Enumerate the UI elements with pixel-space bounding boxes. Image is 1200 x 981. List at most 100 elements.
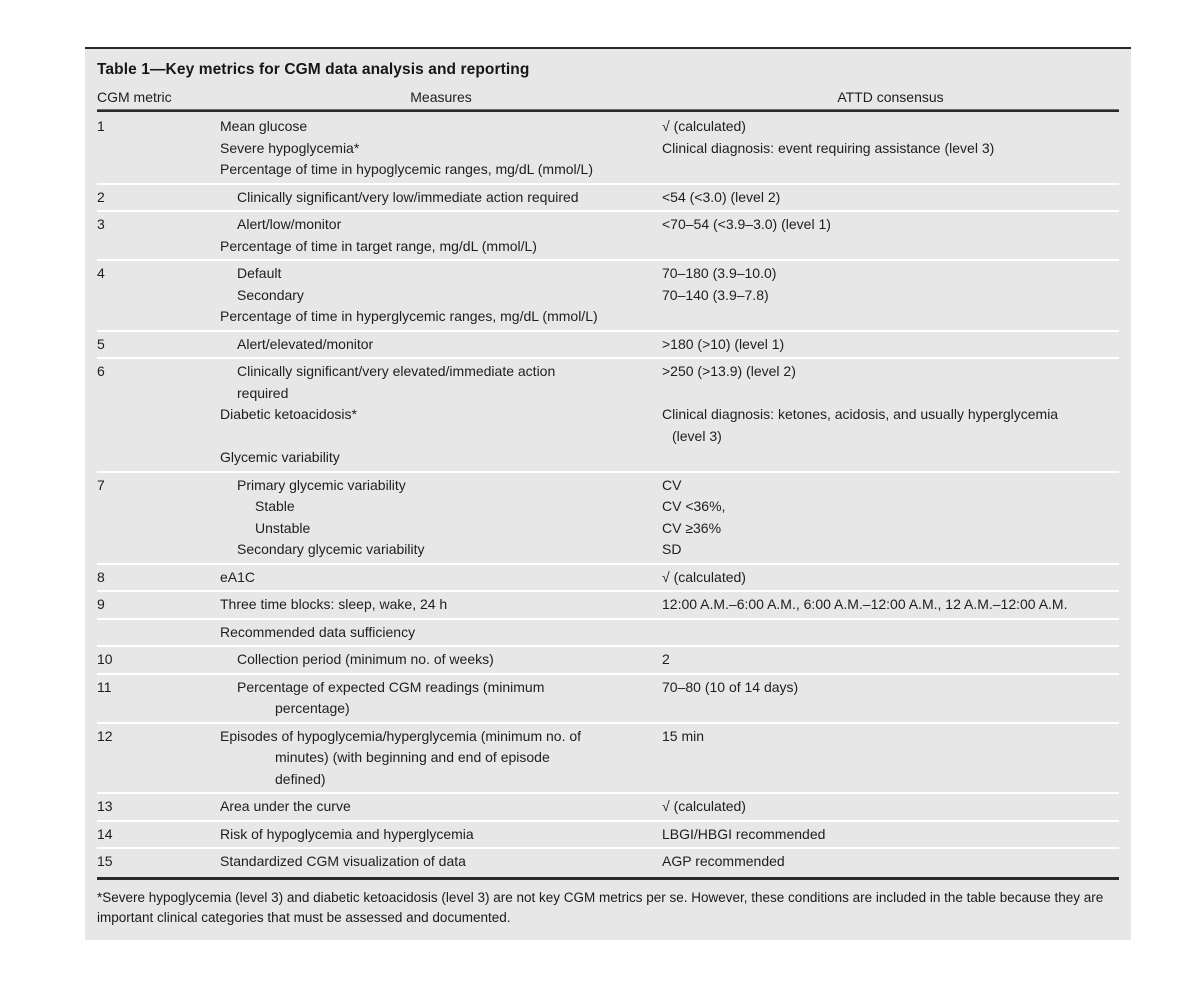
metric-number: 12 bbox=[97, 727, 113, 744]
measure-text: Stable bbox=[255, 498, 295, 514]
row-lines: Clinically significant/very elevated/imm… bbox=[220, 361, 1119, 469]
table-row: 9 Three time blocks: sleep, wake, 24 h 12:… bbox=[97, 590, 1119, 618]
row-lines: Episodes of hypoglycemia/hyperglycemia (… bbox=[220, 726, 1119, 791]
table-row: 8 eA1C √ (calculated) bbox=[97, 562, 1119, 591]
table-line: minutes) (with beginning and end of epis… bbox=[220, 747, 1119, 769]
consensus-text bbox=[662, 236, 1119, 258]
metric-number bbox=[97, 622, 220, 644]
consensus-text: √ (calculated) bbox=[662, 118, 746, 134]
table-line: Percentage of time in hyperglycemic rang… bbox=[220, 306, 1119, 328]
row-lines: Risk of hypoglycemia and hyperglycemia LB… bbox=[220, 824, 1119, 846]
consensus-text: CV bbox=[662, 476, 682, 493]
measure-text: Diabetic ketoacidosis* bbox=[220, 406, 357, 422]
table-row: 15 Standardized CGM visualization of data… bbox=[97, 847, 1119, 875]
consensus-text: >180 (>10) (level 1) bbox=[662, 335, 785, 352]
measure-text: minutes) (with beginning and end of epis… bbox=[275, 749, 550, 765]
table-row: 3 Alert/low/monitor <70–54 (<3.9–3.0) (lev… bbox=[97, 210, 1119, 259]
table-line: Secondary 70–140 (3.9–7.8) bbox=[220, 285, 1119, 307]
table-body: 1 Mean glucose √ (calculated) Severe hypogl… bbox=[97, 114, 1119, 875]
row-lines: Alert/elevated/monitor >180 (>10) (level … bbox=[220, 334, 1119, 356]
table-line: Percentage of expected CGM readings (min… bbox=[220, 677, 1119, 699]
table-line: Recommended data sufficiency bbox=[220, 622, 1119, 644]
measure-text: Three time blocks: sleep, wake, 24 h bbox=[220, 596, 448, 612]
metric-number: 13 bbox=[97, 798, 113, 814]
row-lines: Clinically significant/very low/immediat… bbox=[220, 187, 1119, 209]
consensus-text: Clinical diagnosis: event requiring assi… bbox=[662, 139, 995, 156]
table-line: Severe hypoglycemia* Clinical diagnosis: … bbox=[220, 138, 1119, 160]
row-lines: Primary glycemic variability CV Stable CV <… bbox=[220, 475, 1119, 561]
consensus-text bbox=[662, 447, 1119, 469]
row-lines: Alert/low/monitor <70–54 (<3.9–3.0) (leve… bbox=[220, 214, 1119, 257]
table-line: Percentage of time in hypoglycemic range… bbox=[220, 159, 1119, 181]
measure-text: Risk of hypoglycemia and hyperglycemia bbox=[220, 825, 474, 842]
measure-text: Mean glucose bbox=[220, 118, 308, 134]
metric-number: 10 bbox=[97, 651, 113, 667]
table-line: Clinically significant/very low/immediat… bbox=[220, 187, 1119, 209]
measure-text: Alert/elevated/monitor bbox=[237, 335, 374, 352]
consensus-text: 15 min bbox=[662, 727, 705, 744]
table-line: defined) bbox=[220, 769, 1119, 791]
measure-text: Glycemic variability bbox=[220, 449, 340, 465]
measure-text: Severe hypoglycemia* bbox=[220, 139, 360, 156]
table-line: Collection period (minimum no. of weeks)… bbox=[220, 649, 1119, 671]
table-title: Table 1—Key metrics for CGM data analysi… bbox=[97, 61, 530, 78]
table-row: 12 Episodes of hypoglycemia/hyperglycemia… bbox=[97, 721, 1119, 793]
row-lines: Default 70–180 (3.9–10.0) Secondary 70–140 … bbox=[220, 263, 1119, 328]
consensus-text: Clinical diagnosis: ketones, acidosis, a… bbox=[662, 406, 1059, 422]
table-line: Percentage of time in target range, mg/d… bbox=[220, 236, 1119, 258]
table-header-row: CGM metric Measures ATTD consensus bbox=[97, 89, 1119, 109]
table-line: Diabetic ketoacidosis* Clinical diagnosis… bbox=[220, 404, 1119, 426]
consensus-text: 12:00 A.M.–6:00 A.M., 6:00 A.M.–12:00 A.… bbox=[662, 596, 1068, 612]
measure-text: required bbox=[237, 384, 289, 401]
table-line: Secondary glycemic variability SD bbox=[220, 539, 1119, 561]
table-line: Stable CV <36%, bbox=[220, 496, 1119, 518]
consensus-text: 2 bbox=[662, 651, 670, 667]
table-line: Standardized CGM visualization of data AG… bbox=[220, 851, 1119, 873]
table-line: Three time blocks: sleep, wake, 24 h 12:0… bbox=[220, 594, 1119, 616]
consensus-text: 70–80 (10 of 14 days) bbox=[662, 678, 799, 695]
metric-number: 11 bbox=[97, 678, 112, 695]
consensus-text: SD bbox=[662, 541, 682, 557]
measure-text: Recommended data sufficiency bbox=[220, 623, 416, 640]
table-line: Area under the curve √ (calculated) bbox=[220, 796, 1119, 818]
measure-text: Percentage of expected CGM readings (min… bbox=[237, 678, 545, 695]
measure-text: Percentage of time in hypoglycemic range… bbox=[220, 161, 593, 177]
consensus-text: 70–140 (3.9–7.8) bbox=[662, 286, 769, 303]
measure-text: defined) bbox=[275, 770, 326, 787]
measure-text bbox=[220, 426, 662, 448]
consensus-text: CV ≥36% bbox=[662, 519, 722, 536]
measure-text: eA1C bbox=[220, 568, 256, 585]
consensus-text bbox=[662, 769, 1119, 791]
row-lines: Three time blocks: sleep, wake, 24 h 12:0… bbox=[220, 594, 1119, 616]
measure-text: Unstable bbox=[255, 519, 311, 536]
table-line: Risk of hypoglycemia and hyperglycemia LB… bbox=[220, 824, 1119, 846]
consensus-text: <54 (<3.0) (level 2) bbox=[662, 188, 781, 205]
metric-number: 8 bbox=[97, 568, 105, 585]
measure-text: Area under the curve bbox=[220, 798, 351, 814]
measure-text: percentage) bbox=[275, 700, 350, 716]
table-line: Clinically significant/very elevated/imm… bbox=[220, 361, 1119, 383]
footer-rule bbox=[97, 876, 1119, 880]
table-line: Episodes of hypoglycemia/hyperglycemia (… bbox=[220, 726, 1119, 748]
row-lines: Recommended data sufficiency bbox=[220, 622, 1119, 644]
table-footnote: *Severe hypoglycemia (level 3) and diabe… bbox=[97, 889, 1104, 925]
consensus-text bbox=[662, 383, 1119, 405]
consensus-text: >250 (>13.9) (level 2) bbox=[662, 363, 796, 379]
row-lines: eA1C √ (calculated) bbox=[220, 567, 1119, 589]
table-row: 4 Default 70–180 (3.9–10.0) Secondary 70–140… bbox=[97, 259, 1119, 330]
table-line: Mean glucose √ (calculated) bbox=[220, 116, 1119, 138]
metric-number: 15 bbox=[97, 853, 113, 869]
metric-number: 14 bbox=[97, 825, 113, 842]
table-row: 7 Primary glycemic variability CV Stable CV … bbox=[97, 470, 1119, 563]
table-panel: Table 1—Key metrics for CGM data analysi… bbox=[85, 47, 1131, 940]
table-line: required bbox=[220, 383, 1119, 405]
consensus-text: √ (calculated) bbox=[662, 568, 746, 585]
metric-number: 6 bbox=[97, 363, 105, 379]
table-row: 13 Area under the curve √ (calculated) bbox=[97, 792, 1119, 820]
table-line: (level 3) bbox=[220, 426, 1119, 448]
column-header-attd-consensus: ATTD consensus bbox=[837, 89, 944, 105]
consensus-text bbox=[662, 622, 1119, 644]
row-lines: Area under the curve √ (calculated) bbox=[220, 796, 1119, 818]
table-line: eA1C √ (calculated) bbox=[220, 567, 1119, 589]
measure-text: Episodes of hypoglycemia/hyperglycemia (… bbox=[220, 727, 582, 744]
